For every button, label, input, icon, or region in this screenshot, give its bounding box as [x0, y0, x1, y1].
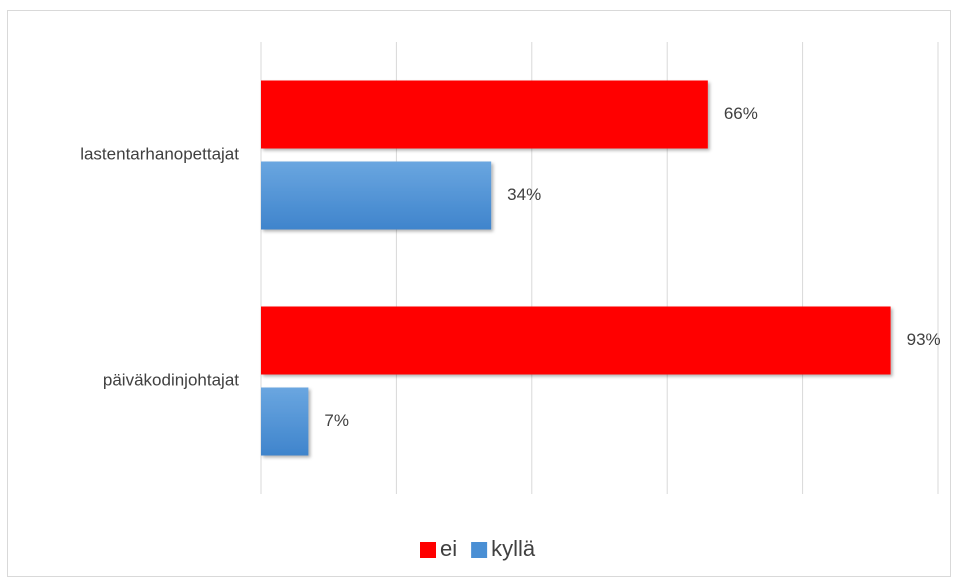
category-labels: lastentarhanopettajat päiväkodinjohtajat — [80, 144, 239, 389]
legend-swatch-kyllä — [471, 542, 488, 558]
data-label: 7% — [324, 411, 349, 430]
data-label: 66% — [724, 104, 758, 123]
legend-swatch-ei — [420, 542, 436, 558]
bars-group — [261, 80, 891, 456]
bar-ei-0 — [261, 80, 708, 149]
data-label: 34% — [507, 185, 541, 204]
bar-kyllä-1 — [261, 387, 309, 456]
category-label: päiväkodinjohtajat — [103, 370, 239, 389]
bar-ei-1 — [261, 306, 891, 375]
legend-label: ei — [440, 536, 457, 561]
legend-label: kyllä — [491, 536, 536, 561]
category-label: lastentarhanopettajat — [80, 144, 239, 163]
bar-kyllä-0 — [261, 161, 492, 230]
data-labels: 66% 34% 93% 7% — [324, 104, 940, 430]
legend: ei kyllä — [420, 536, 536, 561]
data-label: 93% — [907, 330, 941, 349]
